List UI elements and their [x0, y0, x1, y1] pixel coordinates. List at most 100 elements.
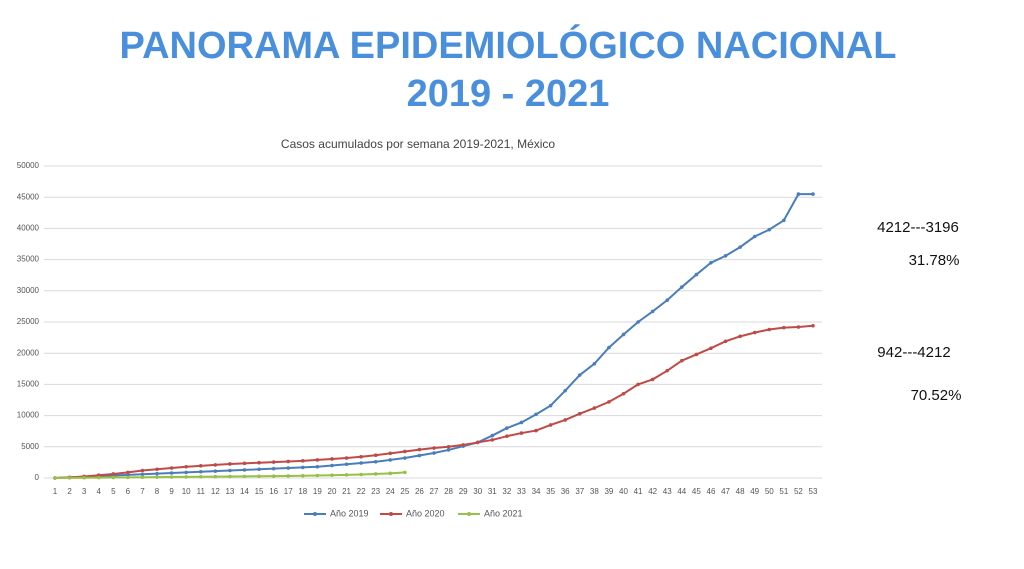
x-tick-label: 41: [634, 487, 643, 496]
x-tick-label: 13: [225, 487, 234, 496]
x-tick-label: 49: [750, 487, 759, 496]
point: [82, 475, 86, 480]
point: [650, 377, 655, 382]
x-tick-label: 45: [692, 487, 701, 496]
point: [184, 470, 188, 475]
x-tick-label: 21: [342, 487, 351, 496]
point: [490, 433, 495, 438]
point: [650, 309, 655, 314]
x-tick-label: 38: [590, 487, 599, 496]
point: [388, 451, 393, 456]
point: [461, 443, 465, 447]
point: [403, 470, 407, 475]
point: [126, 473, 130, 477]
point: [155, 471, 159, 476]
point: [796, 325, 801, 329]
point: [519, 431, 524, 435]
point: [169, 475, 174, 479]
y-tick-label: 15000: [17, 380, 40, 389]
x-tick-label: 11: [197, 487, 206, 496]
point: [694, 272, 699, 277]
point: [475, 440, 480, 445]
point: [548, 423, 553, 427]
point: [388, 458, 393, 462]
point: [315, 464, 320, 469]
point: [709, 346, 713, 351]
x-tick-label: 23: [371, 487, 380, 496]
x-tick-label: 4: [97, 487, 102, 496]
point: [330, 463, 334, 468]
point: [534, 412, 538, 417]
legend-marker: [467, 512, 471, 516]
point: [563, 418, 567, 422]
point: [359, 472, 363, 477]
point: [228, 462, 232, 466]
point: [432, 451, 436, 455]
x-tick-label: 19: [313, 487, 322, 496]
point: [811, 323, 815, 328]
y-tick-label: 50000: [17, 161, 40, 170]
point: [67, 476, 72, 480]
point: [184, 464, 188, 469]
point: [198, 469, 203, 474]
point: [301, 465, 305, 470]
side-note: 942---4212: [877, 344, 950, 361]
x-tick-label: 27: [430, 487, 439, 496]
point: [403, 456, 407, 460]
point: [315, 473, 320, 478]
x-tick-label: 39: [604, 487, 613, 496]
side-note: 31.78%: [909, 252, 960, 269]
x-tick-label: 33: [517, 487, 526, 496]
point: [301, 459, 305, 463]
point: [140, 472, 145, 477]
point: [505, 426, 509, 430]
x-tick-label: 18: [298, 487, 307, 496]
point: [126, 470, 130, 475]
x-tick-label: 6: [126, 487, 131, 496]
x-tick-label: 44: [677, 487, 686, 496]
x-tick-label: 15: [255, 487, 264, 496]
point: [344, 462, 349, 467]
x-tick-label: 25: [400, 487, 409, 496]
point: [621, 391, 626, 396]
point: [213, 469, 218, 473]
x-tick-label: 36: [561, 487, 570, 496]
point: [286, 474, 291, 478]
legend-marker: [389, 512, 393, 516]
y-tick-label: 5000: [21, 442, 39, 451]
x-tick-label: 7: [140, 487, 145, 496]
point: [184, 475, 188, 479]
point: [592, 406, 597, 410]
point: [417, 447, 422, 452]
slide-subtitle: 2019 - 2021: [407, 73, 610, 115]
point: [577, 411, 582, 416]
point: [257, 460, 261, 465]
x-tick-label: 8: [155, 487, 160, 496]
point: [359, 461, 363, 465]
point: [242, 474, 247, 479]
point: [198, 474, 203, 479]
point: [373, 472, 378, 476]
x-tick-label: 10: [182, 487, 191, 496]
point: [330, 457, 334, 461]
point: [271, 466, 276, 471]
x-tick-label: 28: [444, 487, 453, 496]
point: [286, 466, 291, 470]
point: [723, 254, 728, 258]
point: [738, 334, 742, 339]
point: [315, 458, 320, 462]
y-tick-label: 40000: [17, 224, 40, 233]
point: [782, 325, 786, 330]
point: [155, 467, 159, 472]
point: [257, 474, 261, 479]
y-tick-label: 30000: [17, 286, 40, 295]
point: [490, 438, 495, 442]
point: [271, 474, 276, 478]
point: [242, 461, 247, 466]
legend-label: Año 2020: [406, 508, 445, 518]
point: [155, 475, 159, 479]
side-note: 70.52%: [911, 387, 962, 404]
point: [53, 476, 57, 480]
x-tick-label: 30: [473, 487, 482, 496]
y-tick-label: 35000: [17, 255, 40, 264]
